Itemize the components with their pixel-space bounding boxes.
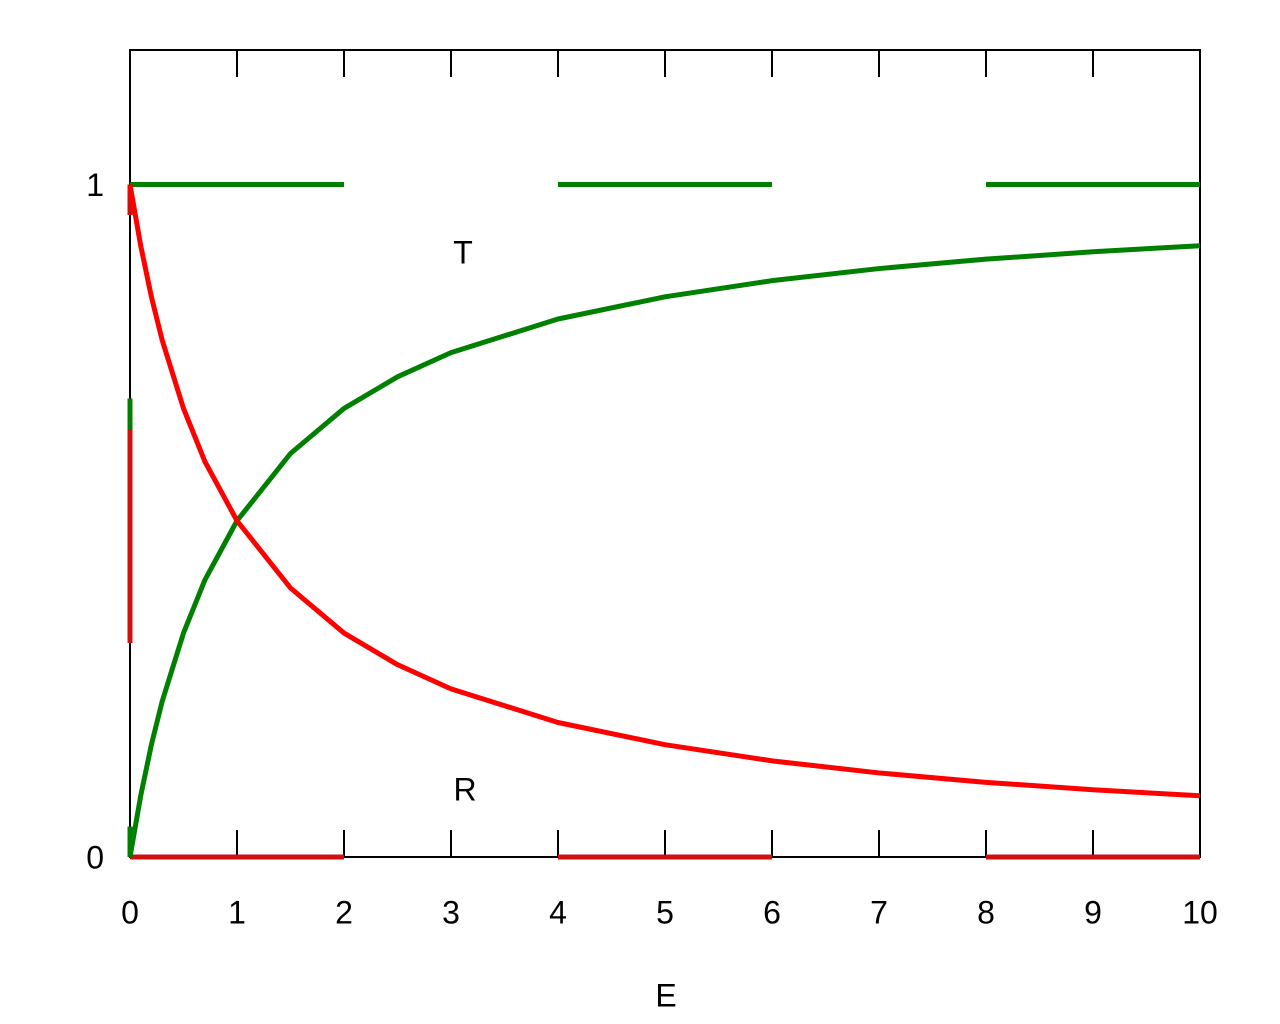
annotation: T xyxy=(453,234,473,270)
x-tick-label: 6 xyxy=(763,894,781,930)
x-tick-label: 8 xyxy=(977,894,995,930)
x-tick-label: 0 xyxy=(121,894,139,930)
x-tick-label: 4 xyxy=(549,894,567,930)
y-tick-label: 1 xyxy=(86,167,104,203)
y-tick-label: 0 xyxy=(86,839,104,875)
x-tick-label: 1 xyxy=(228,894,246,930)
x-tick-label: 10 xyxy=(1182,894,1218,930)
curve-line xyxy=(127,243,1201,858)
x-axis-label: E xyxy=(655,977,676,1013)
annotation: R xyxy=(453,771,476,807)
x-tick-label: 5 xyxy=(656,894,674,930)
step-line xyxy=(127,184,1200,860)
x-tick-label: 3 xyxy=(442,894,460,930)
x-tick-label: 2 xyxy=(335,894,353,930)
step-line xyxy=(127,182,1200,857)
x-tick-label: 7 xyxy=(870,894,888,930)
x-tick-label: 9 xyxy=(1084,894,1102,930)
curve-line xyxy=(127,184,1201,799)
